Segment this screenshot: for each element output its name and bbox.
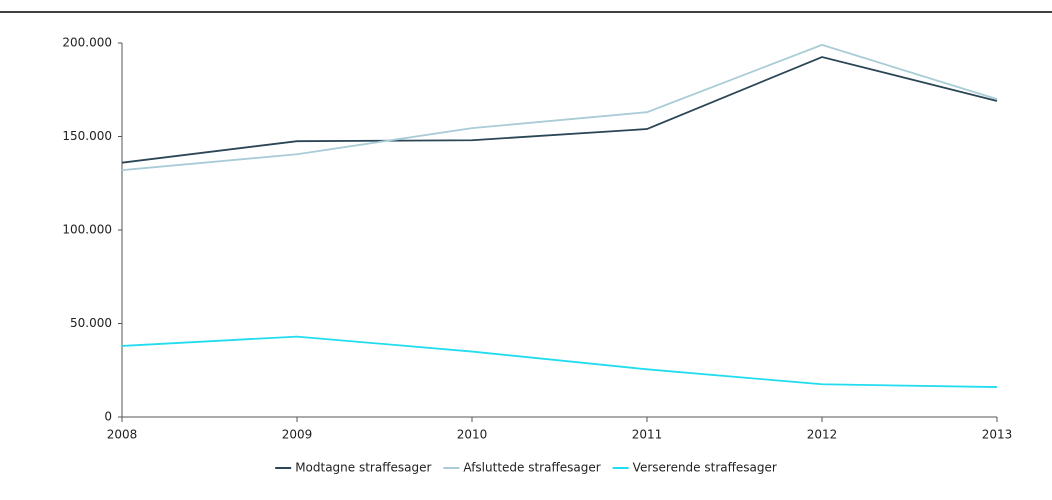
legend-label: Afsluttede straffesager xyxy=(463,461,600,475)
x-tick-label: 2008 xyxy=(107,428,138,442)
x-tick-label: 2009 xyxy=(282,428,313,442)
legend-label: Modtagne straffesager xyxy=(295,461,431,475)
series-line xyxy=(121,335,998,388)
x-tick-label: 2013 xyxy=(982,428,1013,442)
x-tick-label: 2011 xyxy=(632,428,663,442)
legend-label: Verserende straffesager xyxy=(633,461,777,475)
series-line xyxy=(121,43,998,172)
y-tick-label: 0 xyxy=(104,410,112,424)
y-tick-label: 50.000 xyxy=(70,316,112,330)
y-tick-label: 200.000 xyxy=(62,36,112,50)
y-tick-label: 150.000 xyxy=(62,129,112,143)
x-tick-label: 2012 xyxy=(807,428,838,442)
series-line xyxy=(121,56,998,164)
y-tick-label: 100.000 xyxy=(62,223,112,237)
x-tick-label: 2010 xyxy=(457,428,488,442)
